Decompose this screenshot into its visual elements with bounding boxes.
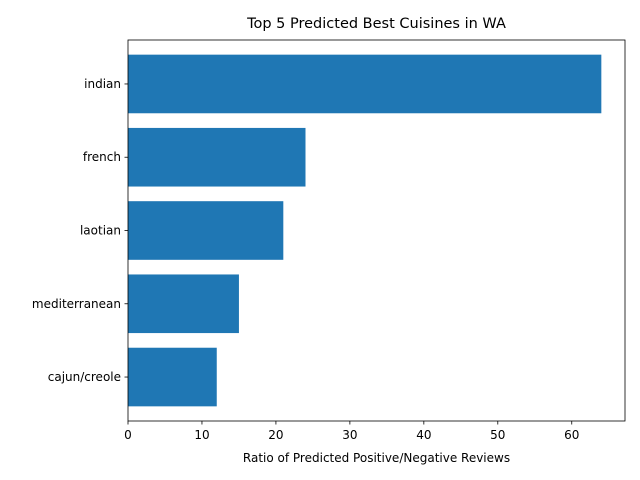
plot-frame (127, 39, 626, 422)
bar-cajun-creole (128, 347, 217, 407)
bar-laotian (128, 201, 284, 260)
x-tick-label: 20 (268, 428, 283, 442)
x-tick-label: 50 (490, 428, 505, 442)
x-tick-label: 10 (194, 428, 209, 442)
y-tick-label: cajun/creole (48, 370, 121, 384)
axes-layer: indian french laotian mediterranean cajun/cr… (32, 39, 626, 442)
y-tick-label: laotian (80, 224, 121, 238)
bar-indian (128, 54, 602, 114)
x-tick-label: 40 (416, 428, 431, 442)
y-tick-label: mediterranean (32, 297, 121, 311)
x-tick-label: 30 (342, 428, 357, 442)
chart-title: Top 5 Predicted Best Cuisines in WA (246, 16, 506, 32)
bar-french (128, 127, 306, 187)
bar-mediterranean (128, 274, 239, 334)
x-tick-label: 0 (124, 428, 132, 442)
x-axis-label: Ratio of Predicted Positive/Negative Rev… (243, 451, 510, 465)
y-tick-label: french (83, 150, 121, 164)
x-tick-label: 60 (564, 428, 579, 442)
bars-layer (128, 54, 602, 407)
y-tick-label: indian (84, 77, 121, 91)
